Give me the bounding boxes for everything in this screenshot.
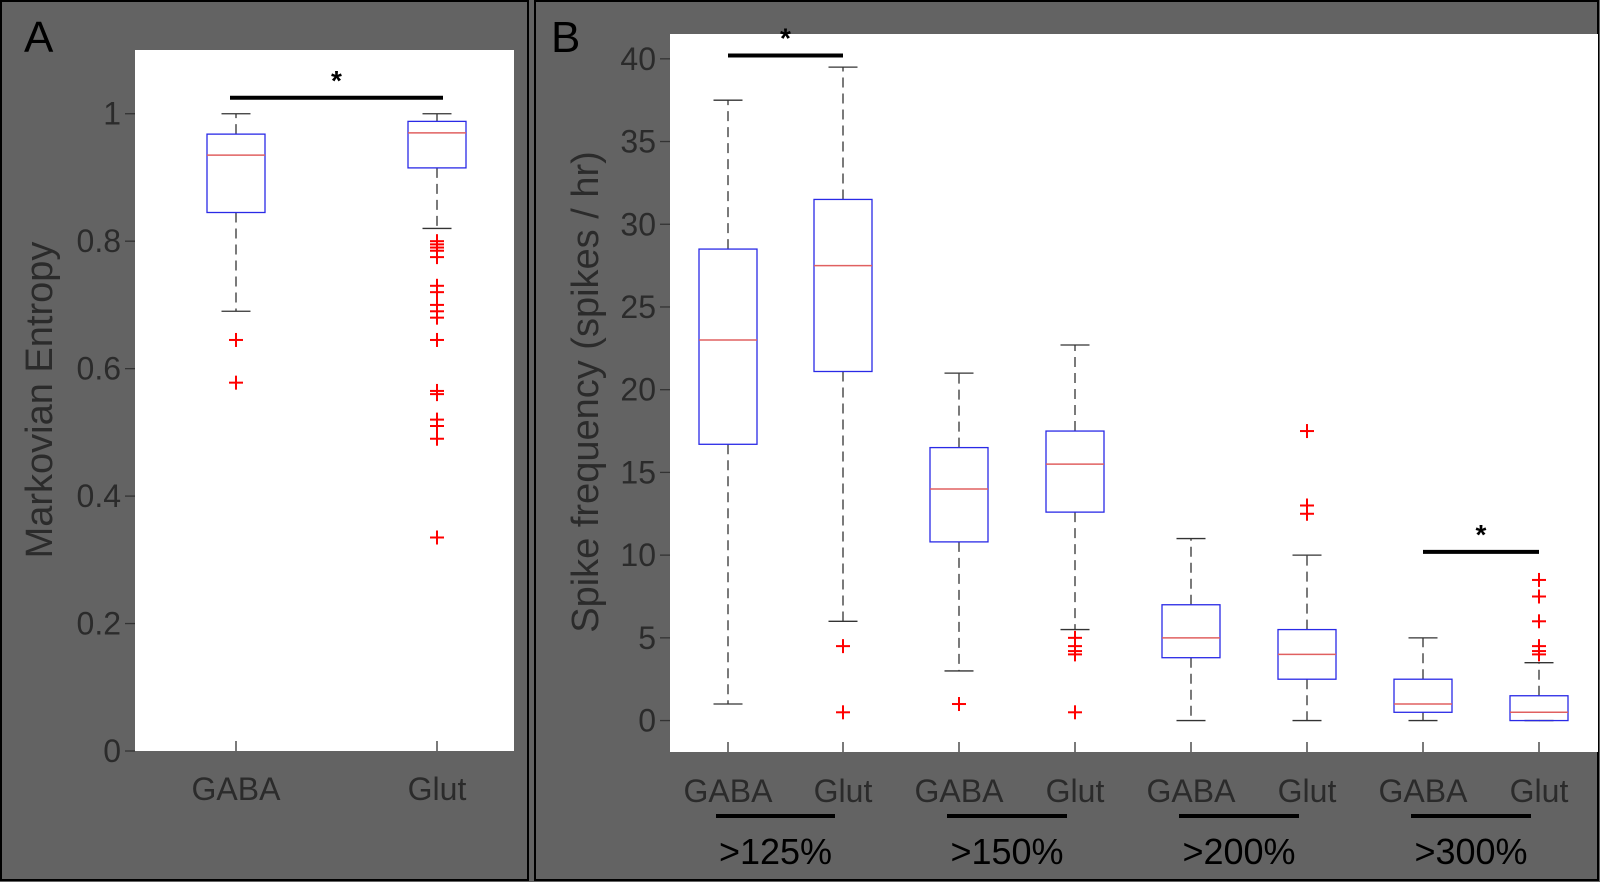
panel-b-plot-area <box>670 34 1598 752</box>
panel-a-chart: 0 0.2 0.4 0.6 0.8 1 GABA Glut * <box>77 65 467 807</box>
panel-b-box-2-iqr <box>929 446 989 543</box>
panel-b-box-2-xtick-label: GABA <box>915 773 1005 809</box>
panel-a-box-1-iqr <box>407 120 467 169</box>
panel-b-chart: 0 5 10 15 20 25 30 35 40 GABA Glut GABA Glut GABA Glut… <box>620 23 1569 872</box>
panel-b-ytick-label: 10 <box>620 537 656 573</box>
panel-b-box-0-iqr <box>698 248 758 445</box>
panel-a-box-0-xtick-label: GABA <box>192 771 282 807</box>
panel-a-ytick-label: 0.6 <box>77 351 121 387</box>
panel-b-sig-star-0: * <box>780 23 791 54</box>
panel-b-ytick-label: 20 <box>620 372 656 408</box>
panel-b-ylabel: Spike frequency (spikes / hr) <box>565 151 607 633</box>
panel-b-box-4-iqr <box>1161 604 1221 659</box>
panel-b-ytick-label: 0 <box>638 703 656 739</box>
panel-b-ytick-label: 30 <box>620 206 656 242</box>
panel-b-box-4-xtick-label: GABA <box>1147 773 1237 809</box>
panel-b-box-7-xtick-label: Glut <box>1510 773 1569 809</box>
panel-a-ytick-label: 0.2 <box>77 606 121 642</box>
panel-b-box-1-xtick-label: Glut <box>814 773 873 809</box>
panel-b-ytick-label: 35 <box>620 124 656 160</box>
panel-b-ytick-label: 25 <box>620 289 656 325</box>
panel-b-box-6-xtick-label: GABA <box>1379 773 1469 809</box>
panel-b-box-3-xtick-label: Glut <box>1046 773 1105 809</box>
panel-a-sig-star-0: * <box>331 65 342 96</box>
panel-a-letter: A <box>24 13 54 62</box>
panel-b-ytick-label: 15 <box>620 454 656 490</box>
panel-b-ytick-label: 40 <box>620 41 656 77</box>
panel-b-box-0-xtick-label: GABA <box>684 773 774 809</box>
panel-b-box-3-iqr <box>1045 430 1105 513</box>
panel-b-group-label-1: >150% <box>950 831 1063 872</box>
panel-b-box-7-iqr <box>1509 695 1569 722</box>
panel-a-box-0-iqr <box>206 133 266 214</box>
panel-b-group-label-0: >125% <box>719 831 832 872</box>
panel-b-group-label-2: >200% <box>1182 831 1295 872</box>
panel-b-group-label-3: >300% <box>1414 831 1527 872</box>
panel-a-ylabel: Markovian Entropy <box>19 242 61 559</box>
panel-a-plot-area <box>135 50 514 751</box>
panel-b-box-5-xtick-label: Glut <box>1278 773 1337 809</box>
panel-a-ytick-label: 1 <box>103 96 121 132</box>
panel-a-ytick-label: 0.8 <box>77 223 121 259</box>
panel-a-ytick-label: 0.4 <box>77 478 121 514</box>
panel-b-box-6-iqr <box>1393 678 1453 713</box>
panel-b-letter: B <box>551 13 580 62</box>
panel-b-ytick-label: 5 <box>638 620 656 656</box>
panel-b-sig-star-1: * <box>1476 519 1487 550</box>
panel-a-box-1-xtick-label: Glut <box>408 771 467 807</box>
panel-b-box-1-iqr <box>813 198 873 373</box>
panel-a-ytick-label: 0 <box>103 733 121 769</box>
